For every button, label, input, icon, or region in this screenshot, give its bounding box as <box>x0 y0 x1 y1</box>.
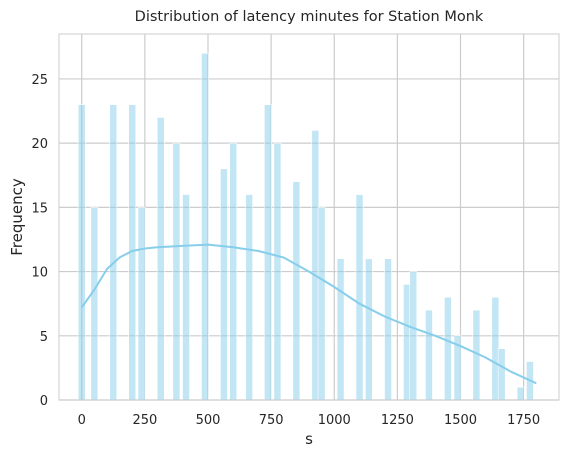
y-tick-label: 10 <box>31 266 48 281</box>
histogram-bar <box>229 142 238 401</box>
histogram-bar <box>109 104 118 401</box>
x-tick-label: 250 <box>132 413 157 428</box>
x-tick-label: 1000 <box>318 413 351 428</box>
histogram-bar <box>444 296 452 401</box>
histogram-bar <box>409 271 418 401</box>
y-tick-label: 20 <box>31 137 48 152</box>
y-tick-labels: 0 5 10 15 20 25 <box>31 73 48 409</box>
y-tick-label: 15 <box>31 201 48 216</box>
histogram-bar <box>516 386 525 401</box>
histogram-bar <box>425 309 433 401</box>
y-tick-label: 5 <box>40 330 48 345</box>
histogram-bar <box>172 142 181 401</box>
histogram-bar <box>384 258 392 401</box>
x-axis-label: s <box>305 430 313 448</box>
y-tick-label: 0 <box>40 394 48 409</box>
histogram-bar <box>497 348 506 401</box>
histogram-bar <box>77 104 86 401</box>
x-tick-label: 0 <box>78 413 86 428</box>
x-tick-label: 1750 <box>507 413 540 428</box>
x-tick-label: 1500 <box>444 413 477 428</box>
x-tick-label: 500 <box>196 413 221 428</box>
x-tick-label: 750 <box>259 413 284 428</box>
histogram-bar <box>245 194 253 401</box>
histogram-bar <box>156 117 165 401</box>
histogram-bar <box>137 207 146 401</box>
histogram-bar <box>491 296 500 401</box>
histogram-bar <box>90 207 99 401</box>
histogram-bar <box>403 284 411 401</box>
histogram-bar <box>220 168 228 401</box>
chart-title: Distribution of latency minutes for Stat… <box>135 9 484 25</box>
histogram-bar <box>336 258 345 401</box>
kde-curve <box>80 243 537 385</box>
histogram-bar <box>317 207 326 401</box>
x-tick-labels: 0 250 500 750 1000 1250 1500 1750 <box>78 413 541 428</box>
histogram-bars <box>77 52 534 401</box>
histogram-bar <box>201 52 209 401</box>
histogram-bar <box>355 194 364 401</box>
plot-frame <box>58 33 560 401</box>
y-axis-label: Frequency <box>8 178 26 256</box>
histogram-bar <box>182 194 190 401</box>
histogram-bar <box>292 181 301 401</box>
y-tick-label: 25 <box>31 73 48 88</box>
histogram-bar <box>273 142 282 401</box>
x-tick-label: 1250 <box>381 413 414 428</box>
histogram-bar <box>311 130 320 401</box>
histogram-bar <box>365 258 373 401</box>
